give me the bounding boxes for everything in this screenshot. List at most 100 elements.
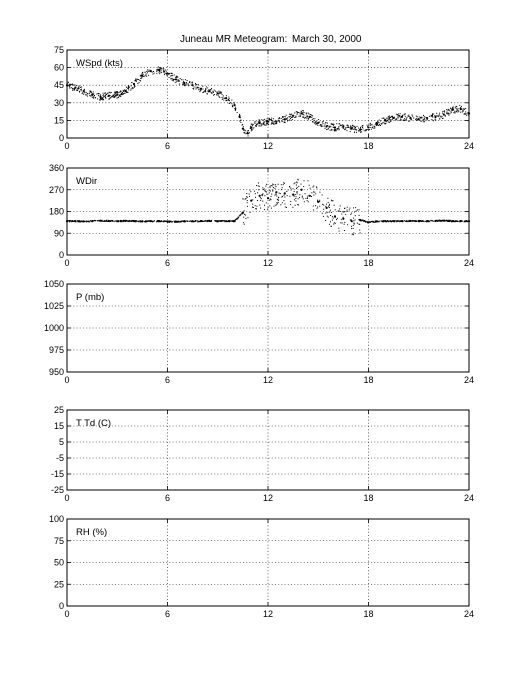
- observation-dot: [162, 71, 164, 73]
- observation-dot: [351, 228, 353, 230]
- observation-dot: [211, 93, 213, 95]
- observation-dot: [451, 108, 453, 110]
- observation-dot: [274, 120, 276, 122]
- x-tick-label: 24: [464, 141, 474, 151]
- observation-dot: [440, 116, 442, 118]
- observation-dot: [273, 123, 275, 125]
- observation-dot: [467, 220, 469, 222]
- observation-dot: [209, 89, 211, 91]
- observation-dot: [400, 220, 402, 222]
- observation-dot: [403, 119, 405, 121]
- observation-dot: [160, 220, 162, 222]
- observation-dot: [393, 220, 395, 222]
- observation-dot: [279, 193, 281, 195]
- x-tick-label: 6: [165, 609, 170, 619]
- observation-dot: [150, 220, 152, 222]
- observation-dot: [166, 72, 168, 74]
- observation-dot: [370, 221, 372, 223]
- observation-dot: [203, 91, 205, 93]
- data-point: [333, 215, 337, 218]
- observation-dot: [148, 74, 150, 76]
- observation-dot: [202, 88, 204, 90]
- y-tick-label: 0: [59, 250, 64, 260]
- observation-dot: [346, 210, 348, 212]
- observation-dot: [282, 115, 284, 117]
- observation-dot: [319, 124, 321, 126]
- observation-dot: [189, 81, 191, 83]
- observation-dot: [247, 205, 249, 207]
- observation-dot: [85, 221, 87, 223]
- observation-dot: [265, 122, 267, 124]
- observation-dot: [166, 75, 168, 77]
- observation-dot: [295, 111, 297, 113]
- observation-dot: [157, 66, 159, 68]
- observation-dot: [358, 223, 360, 225]
- observation-dot: [248, 132, 250, 134]
- observation-dot: [264, 204, 266, 206]
- observation-dot: [317, 206, 319, 208]
- observation-dot: [466, 220, 468, 222]
- observation-dot: [233, 102, 235, 104]
- observation-dot: [120, 220, 122, 222]
- y-tick-label: 950: [49, 367, 64, 377]
- observation-dot: [465, 111, 467, 113]
- y-tick-label: 0: [59, 601, 64, 611]
- observation-dot: [237, 216, 239, 218]
- observation-dot: [313, 185, 315, 187]
- observation-dot: [384, 221, 386, 223]
- observation-dot: [365, 129, 367, 131]
- observation-dot: [163, 220, 165, 222]
- observation-dot: [284, 196, 286, 198]
- observation-dot: [352, 127, 354, 129]
- observation-dot: [257, 185, 259, 187]
- observation-dot: [323, 125, 325, 127]
- observation-dot: [277, 183, 279, 185]
- observation-dot: [301, 196, 303, 198]
- observation-dot: [408, 120, 410, 122]
- y-tick-label: 90: [54, 228, 64, 238]
- observation-dot: [69, 86, 71, 88]
- observation-dot: [182, 81, 184, 83]
- observation-dot: [276, 203, 278, 205]
- observation-dot: [116, 91, 118, 93]
- observation-dot: [453, 221, 455, 223]
- data-point: [333, 126, 337, 129]
- observation-dot: [242, 126, 244, 128]
- observation-dot: [404, 113, 406, 115]
- observation-dot: [374, 127, 376, 129]
- observation-dot: [177, 76, 179, 78]
- observation-dot: [345, 127, 347, 129]
- observation-dot: [167, 221, 169, 223]
- observation-dot: [350, 219, 352, 221]
- observation-dot: [261, 123, 263, 125]
- observation-dot: [387, 116, 389, 118]
- observation-dot: [440, 115, 442, 117]
- observation-dot: [417, 220, 419, 222]
- observation-dot: [346, 126, 348, 128]
- observation-dot: [135, 221, 137, 223]
- observation-dot: [437, 219, 439, 221]
- observation-dot: [463, 113, 465, 115]
- observation-dot: [353, 125, 355, 127]
- data-point: [199, 87, 203, 90]
- observation-dot: [464, 113, 466, 115]
- observation-dot: [151, 220, 153, 222]
- observation-dot: [276, 195, 278, 197]
- observation-dot: [233, 101, 235, 103]
- observation-dot: [76, 88, 78, 90]
- observation-dot: [134, 221, 136, 223]
- observation-dot: [231, 105, 233, 107]
- observation-dot: [266, 120, 268, 122]
- observation-dot: [377, 220, 379, 222]
- observation-dot: [460, 220, 462, 222]
- observation-dot: [263, 119, 265, 121]
- observation-dot: [446, 109, 448, 111]
- observation-dot: [302, 116, 304, 118]
- observation-dot: [158, 67, 160, 69]
- observation-dot: [260, 125, 262, 127]
- observation-dot: [354, 219, 356, 221]
- observation-dot: [292, 188, 294, 190]
- observation-dot: [408, 220, 410, 222]
- observation-dot: [437, 115, 439, 117]
- observation-dot: [157, 68, 159, 70]
